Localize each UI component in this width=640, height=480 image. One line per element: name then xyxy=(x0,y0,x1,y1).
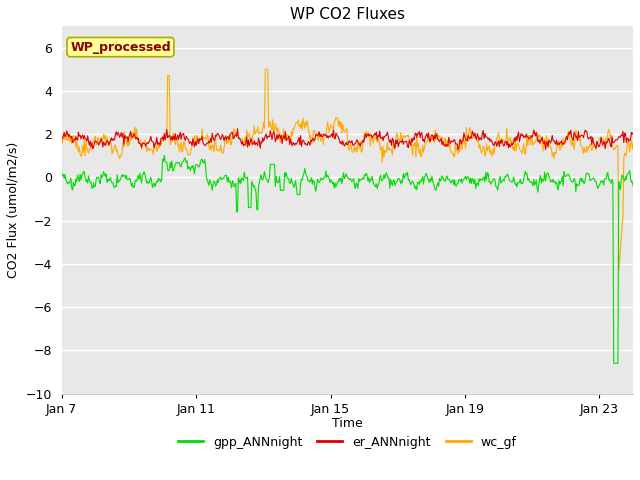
Legend: gpp_ANNnight, er_ANNnight, wc_gf: gpp_ANNnight, er_ANNnight, wc_gf xyxy=(173,431,522,454)
X-axis label: Time: Time xyxy=(332,417,363,430)
Text: WP_processed: WP_processed xyxy=(70,41,171,54)
Title: WP CO2 Fluxes: WP CO2 Fluxes xyxy=(290,7,405,22)
Y-axis label: CO2 Flux (umol/m2/s): CO2 Flux (umol/m2/s) xyxy=(7,142,20,278)
